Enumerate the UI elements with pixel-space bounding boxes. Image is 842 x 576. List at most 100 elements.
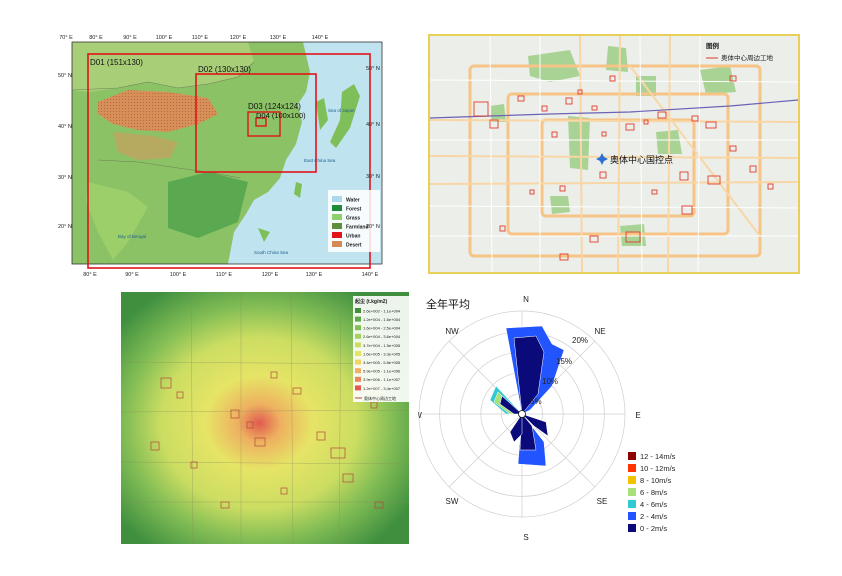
wind-rose-svg: 全年平均 NNEESESSWWNW5%10%15%20% 12 - 14m/s1… [414,295,676,542]
rose-legend-swatch [628,500,636,508]
rose-legend-swatch [628,524,636,532]
site-outline [246,421,254,429]
emission-legend-label: 2.6e+002 - 1.1e+004 [363,308,401,313]
map-frame [71,41,383,265]
emission-legend-label: 1.6e+005 - 3.3e+005 [363,351,401,356]
rose-direction-label: NE [594,327,605,336]
lon-tick-bottom: 100° E [170,272,187,278]
legend-swatch-desert [332,241,342,247]
site-outline [749,165,757,173]
japan-islands [330,84,360,148]
station-label: 奥体中心国控点 [610,154,673,165]
site-outline [220,501,230,509]
site-outline [190,461,198,469]
road-line [579,35,583,273]
city-legend-label: 奥体中心周边工地 [721,53,774,62]
emission-legend-swatch [355,351,361,356]
rose-legend-label: 6 - 8m/s [640,488,667,497]
lat-tick-left: 50° N [58,73,72,79]
road-line [639,35,643,273]
domain-d01-box [87,53,371,269]
site-outline [657,111,667,119]
emission-road-grid [120,291,410,545]
sea-label: East China Sea [304,158,336,163]
nested-domain-map: D01 (151x130) D02 (130x130) D03 (124x124… [58,32,388,284]
rose-legend-label: 12 - 14m/s [640,452,676,461]
site-outline [705,121,717,129]
rose-direction-label: E [635,411,640,420]
site-outline [489,119,499,129]
site-outline [599,171,607,179]
wind-rose-labels: N NE E SE S SW W NW 5% 10% 15% 20% [414,295,640,542]
emission-legend-label: 5.9e+005 - 1.1e+006 [363,369,401,374]
lat-tick-left: 40° N [58,124,72,130]
site-outline [342,473,354,483]
rose-legend-swatch [628,488,636,496]
site-outline [230,409,240,419]
site-outline [559,185,566,192]
emission-legend-swatch [355,316,361,322]
emission-legend-label: 1.6e+004 - 2.5e+004 [363,326,401,331]
site-outline [529,189,535,195]
legend-label-water: Water [346,198,360,204]
site-outline [176,391,184,399]
road-line [489,35,493,273]
emission-legend-swatch [355,325,361,331]
legend-swatch-farmland [332,223,342,229]
construction-sites [473,75,774,261]
lon-tick-bottom: 90° E [125,272,139,278]
border-line [71,61,255,91]
minor-roads [429,35,799,273]
lon-tick-top: 110° E [192,35,208,41]
domain-d03-label: D03 (124x124) [248,102,301,111]
wind-rose-legend: 12 - 14m/s 10 - 12m/s 8 - 10m/s 6 - 8m/s 4 -… [628,452,676,533]
domain-d03-box [247,111,281,137]
rose-direction-label: N [523,295,529,304]
emission-legend-items: 2.6e+002 - 1.1e+004 1.2e+004 - 1.6e+004 1.… [355,308,401,391]
emission-legend-bg [353,296,409,402]
site-outline [559,253,569,261]
site-outline [150,441,160,451]
site-outline [679,171,689,181]
park-area [700,66,736,94]
rose-legend-label: 8 - 10m/s [640,476,672,485]
site-outline [160,377,172,389]
rose-legend-swatch [628,512,636,520]
site-outline [707,175,721,185]
road-line [697,35,701,273]
road-line [338,291,342,545]
emission-legend-label: 3.7e+004 - 1.5e+005 [363,343,401,348]
rose-legend-label: 10 - 12m/s [640,464,676,473]
emission-legend-swatch [355,385,361,391]
lat-tick-right: 50° N [366,66,380,72]
site-outline [601,131,607,137]
city-legend-title: 图例 [706,41,720,50]
rose-legend-swatch [628,452,636,460]
lon-tick-bottom: 80° E [83,272,97,278]
rose-spoke [448,413,523,488]
emission-legend: 起尘 (t.kg/m2) 2.6e+002 - 1.1e+004 1.2e+004… [353,296,409,402]
lon-tick-top: 80° E [89,35,103,41]
lon-tick-top: 120° E [230,35,247,41]
site-outline [280,487,288,495]
lon-tick-bottom: 130° E [306,272,323,278]
emission-legend-swatch [355,359,361,365]
taiwan-island [294,182,302,198]
site-outline [625,123,635,131]
rose-petal [509,413,523,443]
emission-legend-title: 起尘 (t.kg/m2) [354,298,388,305]
rose-petal [513,335,545,415]
emission-legend-swatch [355,333,361,339]
road-line [190,291,194,545]
emission-legend-swatch [355,376,361,382]
rose-legend-label: 4 - 6m/s [640,500,667,509]
landuse-legend: Water Forest Grass Farmland Urban Desert [328,190,380,252]
site-outline [591,105,598,111]
legend-swatch-urban [332,232,342,238]
site-outline [374,501,384,509]
domain-d02-box [195,73,317,173]
site-outline [565,97,573,105]
rose-center [518,410,526,418]
rose-direction-label: SW [446,497,459,506]
rose-legend-label: 0 - 2m/s [640,524,667,533]
